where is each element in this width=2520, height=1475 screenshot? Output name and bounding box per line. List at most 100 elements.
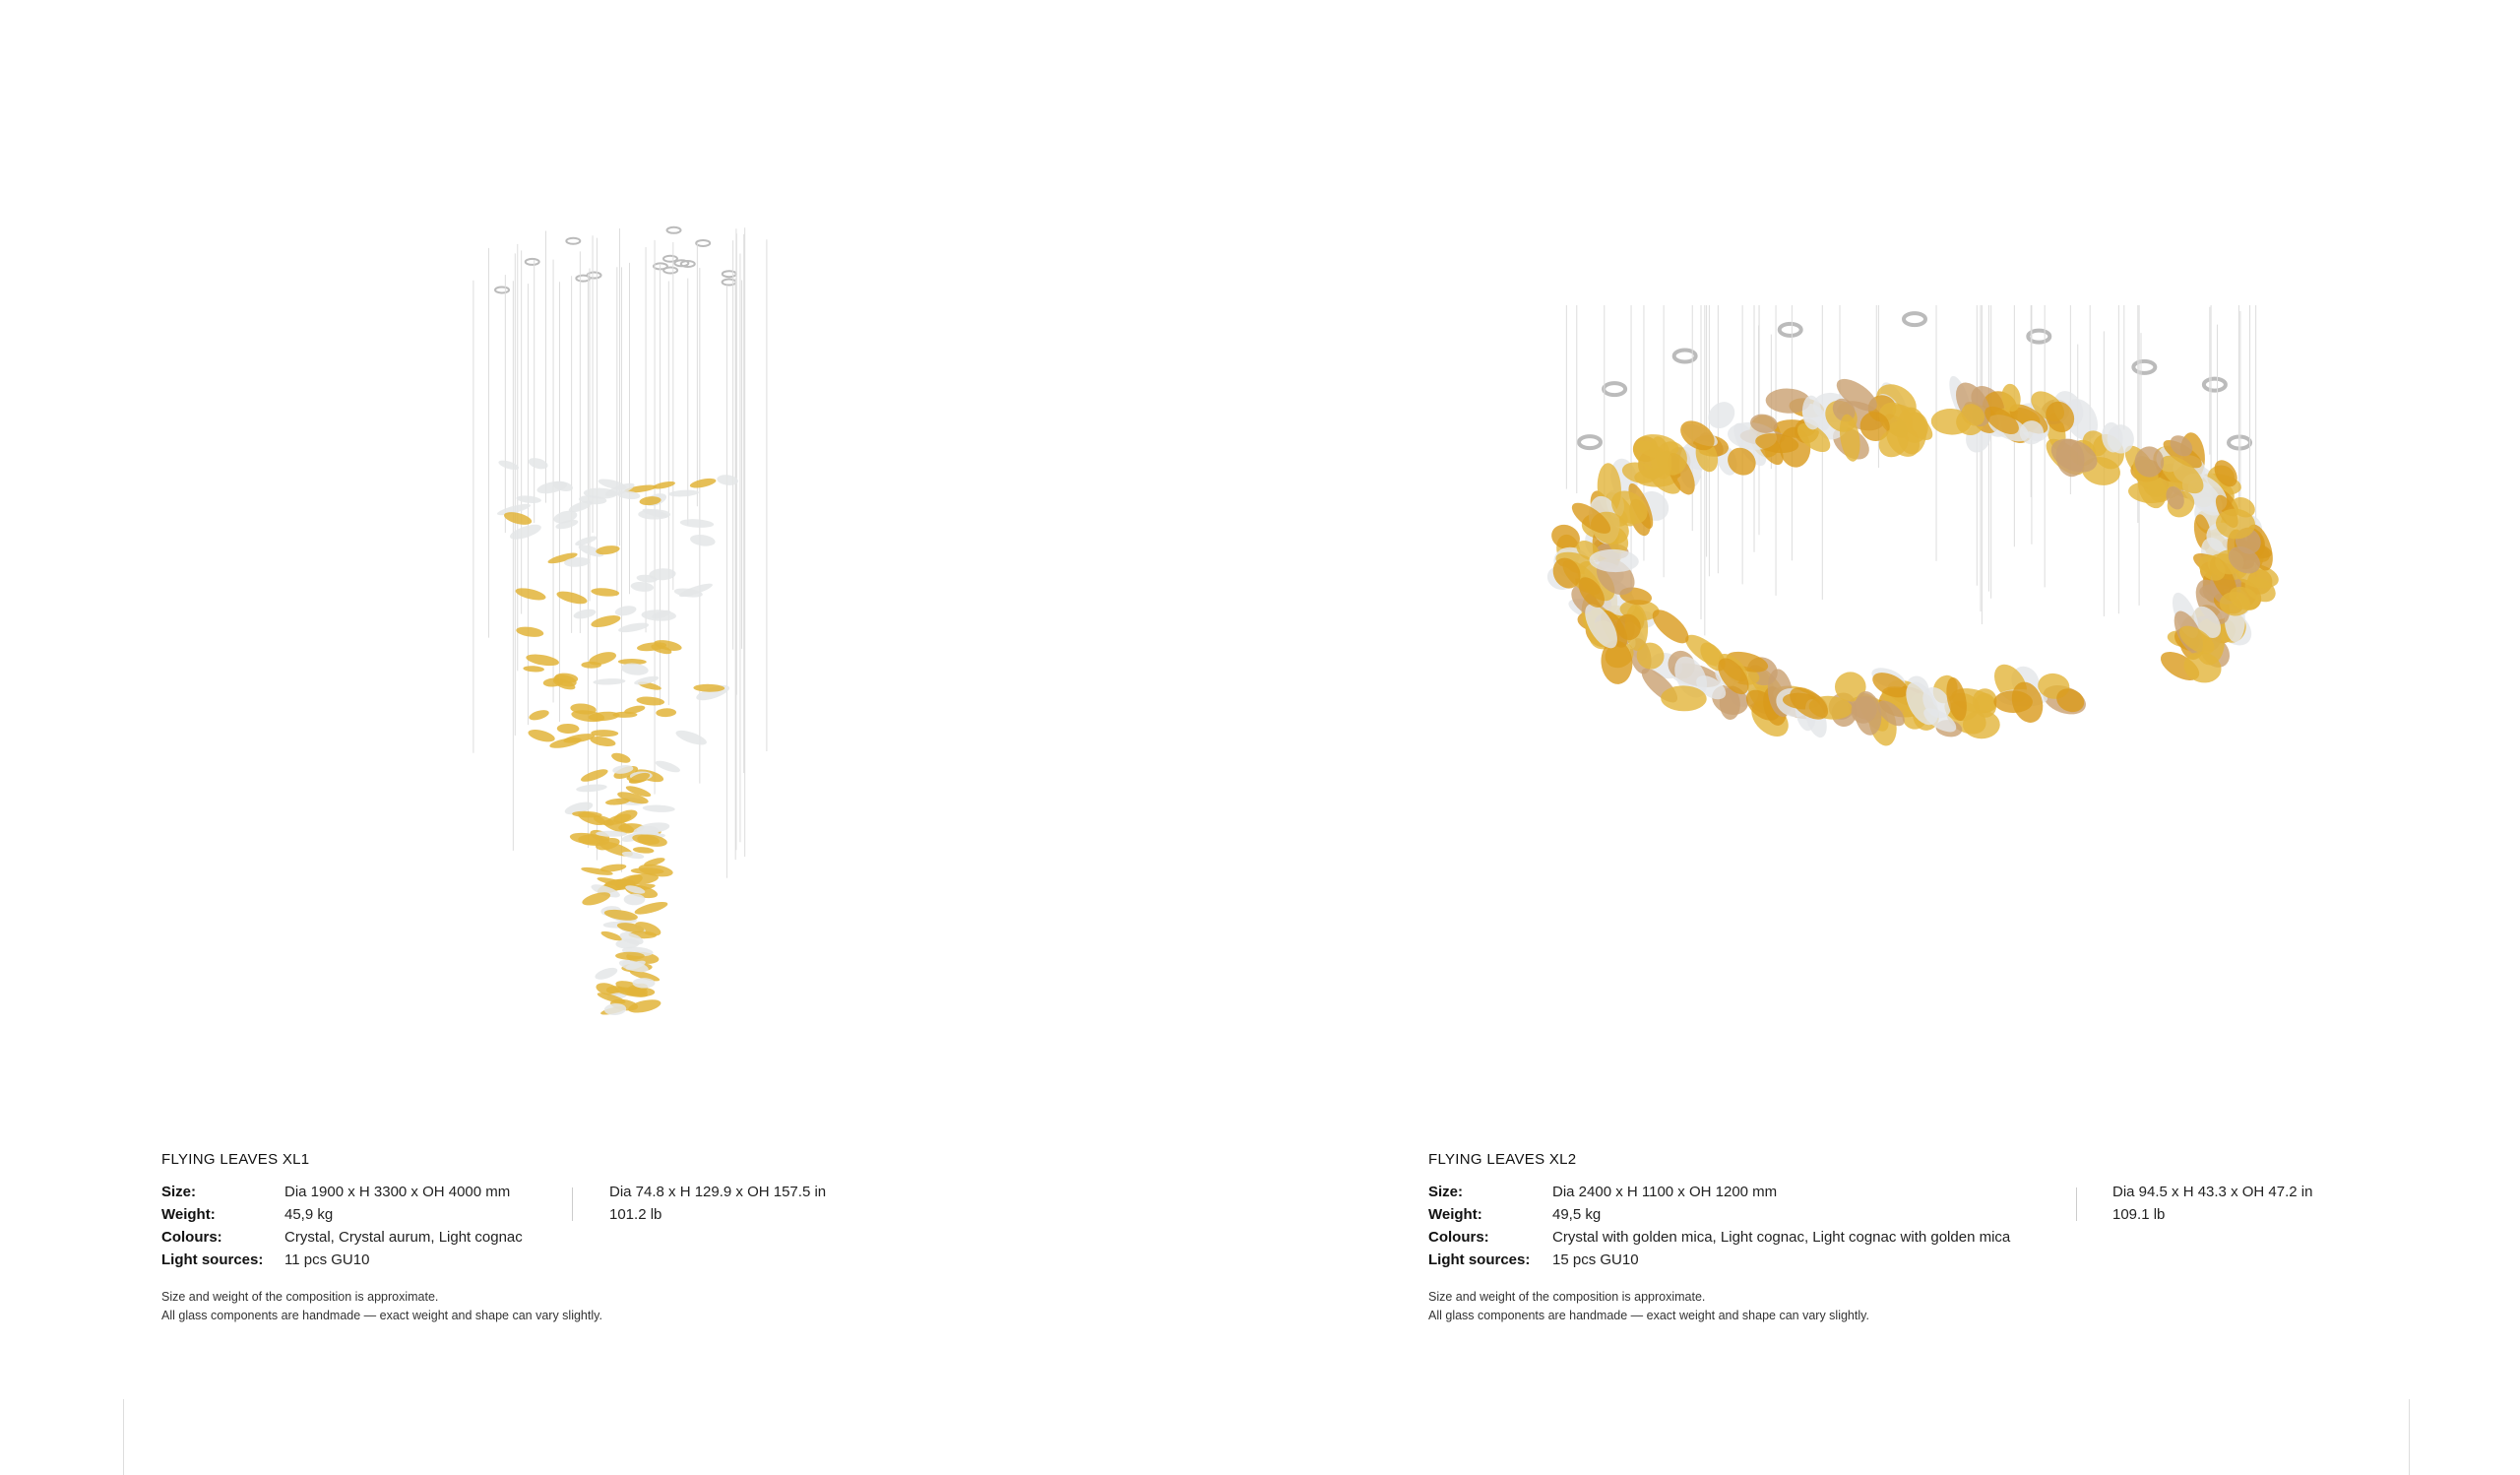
glass-leaf [597, 993, 626, 1004]
glass-leaf [556, 723, 580, 734]
column-divider [2076, 1187, 2077, 1221]
glass-leaf [614, 606, 637, 616]
glass-leaf [637, 834, 667, 847]
glass-leaf [603, 1003, 627, 1015]
glass-leaf [679, 519, 715, 528]
canopy-ring [2131, 358, 2158, 375]
canopy-ring [586, 271, 602, 280]
glass-leaf [536, 481, 568, 494]
light-sources-value: 15 pcs GU10 [1552, 1251, 1639, 1268]
glass-leaf [1796, 422, 1831, 453]
product-title: FLYING LEAVES XL2 [1428, 1151, 1577, 1168]
glass-leaf [1972, 688, 1997, 714]
glass-leaf [568, 500, 593, 513]
glass-leaf [642, 804, 675, 812]
glass-leaf [617, 792, 649, 804]
glass-leaf [497, 503, 532, 516]
glass-leaf [1801, 395, 1822, 430]
glass-leaf [618, 960, 649, 973]
glass-leaf [2127, 481, 2170, 504]
glass-leaf [509, 524, 541, 540]
glass-leaf [2011, 681, 2044, 723]
glass-leaf [549, 738, 582, 748]
notes: Size and weight of the composition is ap… [161, 1288, 602, 1325]
glass-leaf [636, 642, 667, 652]
size-imperial: Dia 94.5 x H 43.3 x OH 47.2 in [2112, 1184, 2313, 1200]
canopy-ring [2227, 434, 2252, 451]
glass-leaf [1656, 441, 1687, 476]
canopy-ring [721, 270, 737, 279]
glass-leaf [552, 678, 576, 690]
glass-leaf [717, 475, 738, 485]
glass-leaf [583, 487, 618, 499]
glass-leaf [564, 557, 591, 567]
colours-label: Colours: [161, 1229, 222, 1246]
glass-leaf [581, 769, 608, 782]
glass-leaf [641, 609, 676, 621]
glass-leaf [624, 705, 646, 714]
glass-leaf [589, 652, 617, 666]
glass-leaf [636, 696, 665, 706]
light-sources-label: Light sources: [161, 1251, 264, 1268]
glass-leaf [612, 711, 638, 718]
glass-leaf [596, 830, 627, 837]
note-approximate: Size and weight of the composition is ap… [1428, 1290, 1706, 1304]
glass-leaf [515, 588, 546, 601]
glass-leaf [1878, 428, 1909, 458]
glass-leaf [576, 784, 607, 793]
glass-leaf [644, 858, 665, 866]
glass-leaf [630, 867, 664, 874]
glass-leaf [2056, 688, 2085, 713]
canopy-ring [494, 286, 511, 294]
glass-leaf [618, 622, 650, 633]
glass-leaf [1984, 406, 2019, 435]
glass-leaf [523, 666, 544, 673]
glass-leaf [632, 978, 656, 989]
canopy-ring [662, 266, 679, 275]
glass-leaf [591, 730, 619, 738]
glass-leaf [612, 764, 634, 774]
glass-leaf [629, 970, 661, 982]
glass-leaf [615, 951, 645, 960]
canopy-ring [524, 257, 540, 266]
glass-leaf [2214, 460, 2237, 487]
glass-leaf [642, 508, 669, 518]
glass-leaf [529, 710, 549, 721]
glass-leaf [613, 809, 638, 824]
canopy-ring [665, 225, 682, 234]
canopy-ring [1777, 321, 1803, 338]
glass-leaf [2001, 383, 2021, 412]
glass-leaf [516, 626, 544, 637]
glass-leaf [655, 760, 680, 773]
glass-leaf [582, 892, 611, 906]
size-imperial: Dia 74.8 x H 129.9 x OH 157.5 in [609, 1184, 827, 1200]
glass-leaf [591, 615, 621, 628]
glass-leaf [624, 484, 658, 493]
page-margin-line-right [2409, 1399, 2410, 1475]
weight-label: Weight: [161, 1206, 216, 1223]
glass-leaf [595, 967, 618, 980]
product-spec-xl2: FLYING LEAVES XL2 Size: Dia 2400 x H 1100… [1428, 1148, 2413, 1322]
glass-leaf [1680, 420, 1715, 451]
glass-leaf [653, 481, 675, 489]
canopy-ring [679, 259, 696, 268]
glass-leaf [572, 810, 602, 818]
glass-leaf [649, 568, 676, 581]
glass-leaf [1551, 524, 1580, 550]
canopy-ring [1902, 311, 1927, 328]
light-sources-label: Light sources: [1428, 1251, 1531, 1268]
glass-leaf [1962, 710, 2000, 739]
glass-leaf [547, 552, 578, 564]
glass-leaf [596, 545, 620, 555]
glass-leaf [619, 931, 644, 945]
glass-leaf [2215, 508, 2256, 540]
glass-leaf [621, 851, 645, 860]
glass-leaf [600, 930, 623, 941]
glass-leaf [570, 703, 597, 715]
glass-leaf [1892, 404, 1933, 440]
glass-leaf [611, 752, 631, 763]
glass-leaf [625, 786, 652, 798]
glass-leaf [634, 922, 662, 936]
glass-leaf [593, 678, 626, 685]
glass-leaf [1839, 414, 1860, 462]
